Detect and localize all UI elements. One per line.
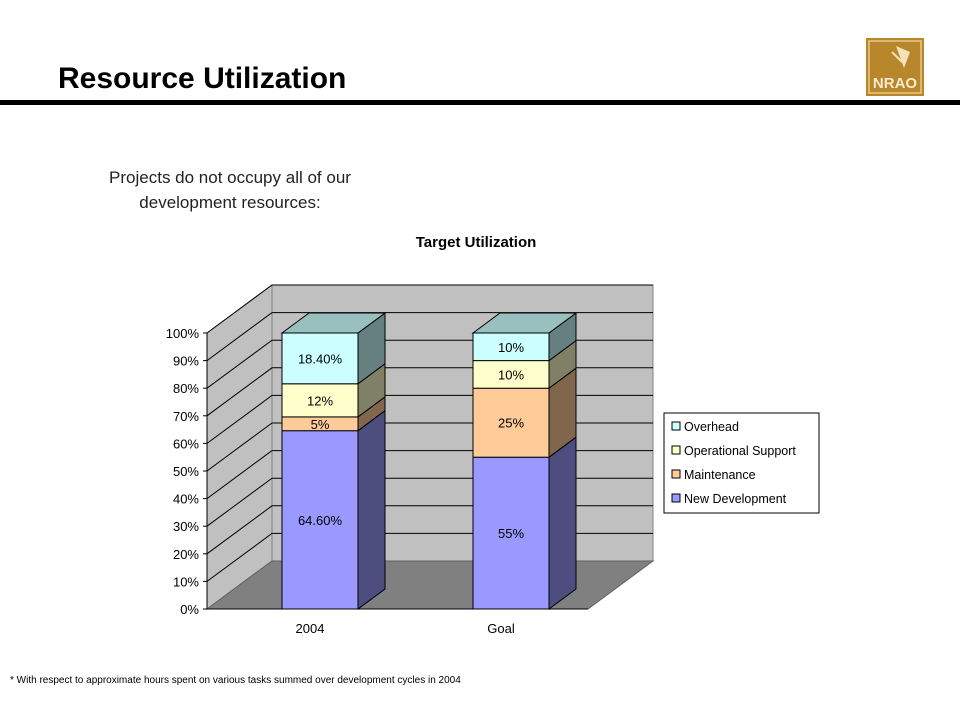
- legend-swatch: [671, 493, 681, 503]
- bar-top: [471, 312, 578, 334]
- legend-label: Operational Support: [684, 444, 796, 458]
- data-label: 64.60%: [298, 513, 343, 528]
- legend-label: New Development: [684, 492, 787, 506]
- legend-label: Overhead: [684, 420, 739, 434]
- legend-swatch: [671, 421, 681, 431]
- intro-line-1: Projects do not occupy all of our: [109, 168, 351, 187]
- y-tick-label: 90%: [173, 354, 199, 369]
- gridline: [206, 284, 653, 334]
- x-tick-label: Goal: [487, 621, 515, 636]
- data-label: 18.40%: [298, 351, 343, 366]
- data-label: 5%: [311, 417, 330, 432]
- bar-segment-side: [357, 409, 386, 610]
- svg-text:NRAO: NRAO: [873, 75, 917, 92]
- intro-text: Projects do not occupy all of our develo…: [40, 165, 420, 215]
- intro-line-2: development resources:: [139, 193, 321, 212]
- data-label: 25%: [498, 416, 524, 431]
- y-tick-label: 70%: [173, 409, 199, 424]
- y-tick-label: 20%: [173, 547, 199, 562]
- y-tick-label: 30%: [173, 519, 199, 534]
- y-tick-label: 60%: [173, 436, 199, 451]
- nrao-logo: NRAO: [866, 38, 924, 96]
- bar-segment: [281, 332, 359, 385]
- data-label: 55%: [498, 526, 524, 541]
- chart-floor: [205, 560, 655, 610]
- legend-label: Maintenance: [684, 468, 756, 482]
- bar-segment: [472, 456, 550, 610]
- title-divider: [0, 100, 960, 105]
- page-title: Resource Utilization: [58, 62, 347, 95]
- bar-segment-side: [548, 436, 577, 610]
- y-tick-label: 40%: [173, 492, 199, 507]
- legend-swatch: [671, 445, 681, 455]
- x-tick-label: 2004: [296, 621, 325, 636]
- data-label: 10%: [498, 340, 524, 355]
- bar-top: [280, 312, 387, 334]
- data-label: 10%: [498, 367, 524, 382]
- y-tick-label: 0%: [180, 602, 199, 617]
- bar-segment: [472, 387, 550, 458]
- y-tick-label: 100%: [166, 326, 200, 341]
- chart-title: Target Utilization: [416, 234, 537, 251]
- data-label: 12%: [307, 393, 333, 408]
- y-tick-label: 10%: [173, 574, 199, 589]
- legend-swatch: [671, 469, 681, 479]
- bar-segment: [472, 332, 550, 362]
- legend-box: [663, 412, 820, 514]
- footnote: * With respect to approximate hours spen…: [10, 675, 461, 686]
- y-tick-label: 50%: [173, 464, 199, 479]
- y-tick-label: 80%: [173, 381, 199, 396]
